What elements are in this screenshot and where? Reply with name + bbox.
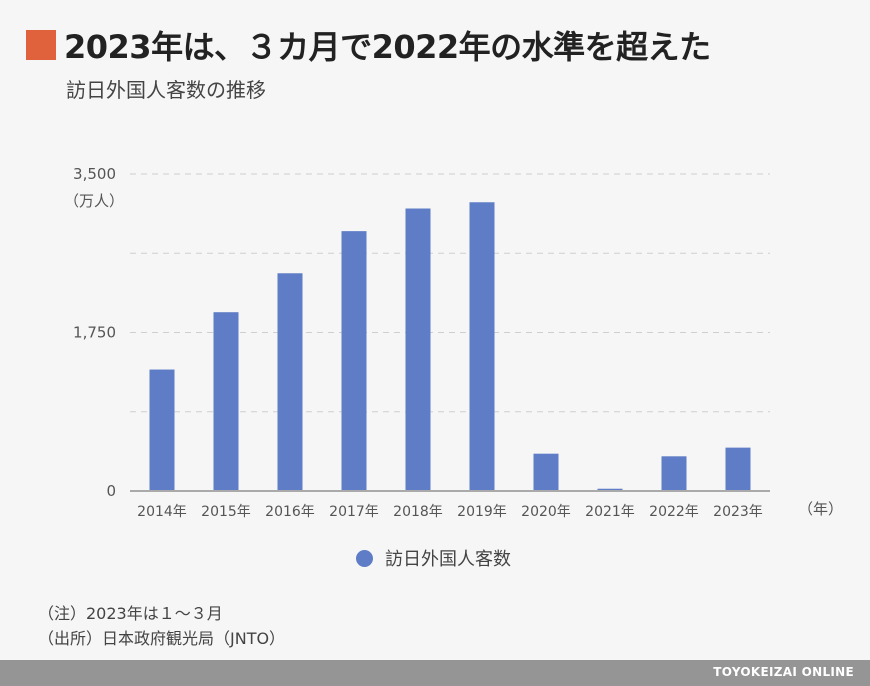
- x-tick-label: 2018年: [393, 504, 443, 520]
- bar: [725, 447, 751, 491]
- bar: [149, 369, 175, 491]
- x-tick-label: 2023年: [713, 504, 763, 520]
- footer-brand: TOYOKEIZAI ONLINE: [713, 665, 854, 679]
- bar: [469, 202, 495, 491]
- x-axis-unit-label: （年）: [798, 500, 843, 518]
- source-text: （出所）日本政府観光局（JNTO）: [38, 629, 286, 648]
- note-text: （注）2023年は１～３月: [38, 604, 223, 623]
- legend-label: 訪日外国人客数: [385, 549, 511, 570]
- x-tick-label: 2014年: [137, 504, 187, 520]
- bar: [341, 231, 367, 491]
- x-tick-label: 2021年: [585, 504, 635, 520]
- x-tick-label: 2022年: [649, 504, 699, 520]
- x-tick-label: 2017年: [329, 504, 379, 520]
- title-row: 2023年は、３カ月で2022年の水準を超えた: [26, 22, 711, 68]
- x-tick-label: 2019年: [457, 504, 507, 520]
- x-tick-label: 2015年: [201, 504, 251, 520]
- title-accent-square: [26, 30, 56, 60]
- legend-marker: [356, 549, 373, 567]
- y-tick-label: 1,750: [73, 324, 116, 342]
- chart-title: 2023年は、３カ月で2022年の水準を超えた: [64, 28, 711, 66]
- bar: [277, 273, 303, 491]
- chart-subtitle: 訪日外国人客数の推移: [66, 78, 266, 102]
- y-tick-label: 3,500: [73, 165, 116, 183]
- bar: [405, 208, 431, 491]
- x-tick-label: 2016年: [265, 504, 315, 520]
- bar: [213, 312, 239, 491]
- x-tick-label: 2020年: [521, 504, 571, 520]
- bar-chart: 0 1,750 3,500 2014年 2015年 2016年 2017年 2018年 2019…: [64, 165, 843, 520]
- footer-bar: TOYOKEIZAI ONLINE: [0, 660, 870, 686]
- y-tick-label: 0: [106, 482, 116, 500]
- legend: 訪日外国人客数: [356, 545, 511, 571]
- y-axis-unit-label: （万人）: [64, 192, 124, 210]
- bar: [661, 456, 687, 491]
- bar: [597, 488, 623, 491]
- bar: [533, 453, 559, 491]
